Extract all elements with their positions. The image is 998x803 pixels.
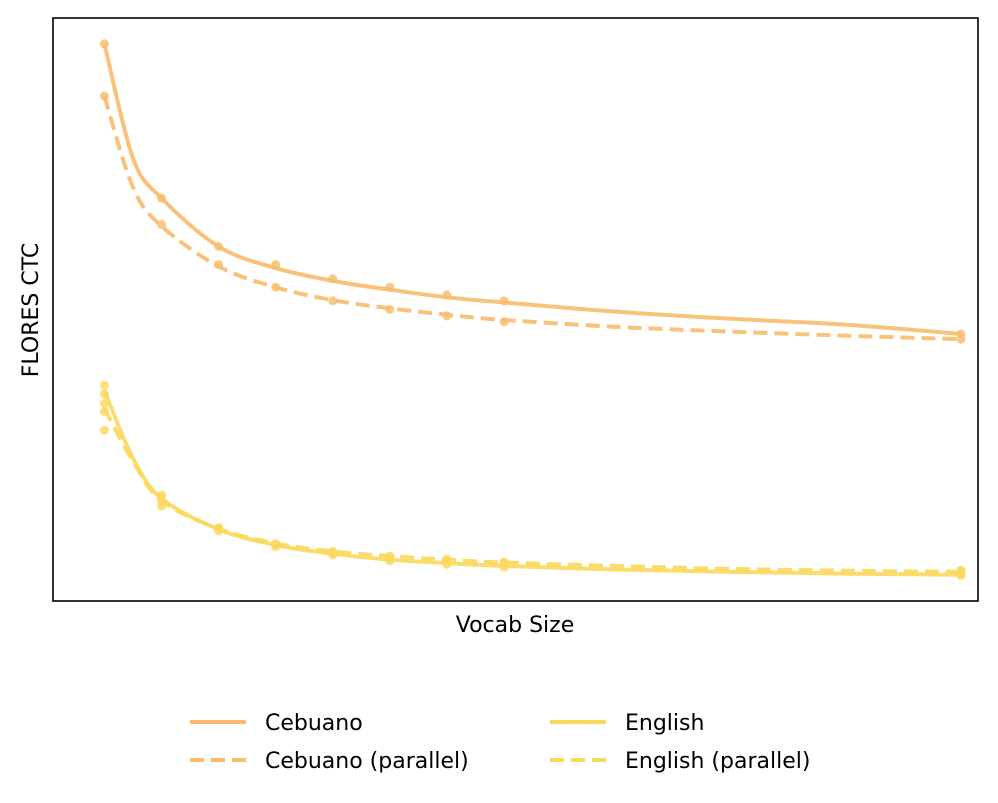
data-point — [271, 282, 281, 292]
legend: Cebuano Cebuano (parallel) English English … — [190, 711, 810, 774]
data-point — [385, 305, 395, 314]
plot-area — [52, 17, 979, 602]
data-point — [328, 274, 338, 284]
series-cebuano-parallel — [99, 91, 966, 344]
y-axis-label: FLORES CTC — [19, 243, 44, 377]
data-point — [99, 398, 109, 408]
data-point — [956, 569, 966, 579]
data-point — [99, 425, 109, 435]
data-point — [328, 296, 338, 306]
data-point — [157, 501, 166, 511]
legend-item-cebuano-parallel: Cebuano (parallel) — [190, 749, 469, 774]
data-point — [157, 219, 166, 229]
series-cebuano — [99, 39, 966, 339]
legend-label: English — [625, 711, 704, 736]
data-point — [214, 242, 224, 251]
legend-item-english-parallel: English (parallel) — [550, 749, 810, 774]
series-layer — [99, 39, 966, 580]
data-point — [271, 260, 281, 270]
series-line-english-parallel — [102, 407, 961, 574]
data-point — [157, 193, 166, 203]
data-point — [442, 290, 452, 300]
data-point — [99, 380, 109, 390]
x-axis-label: Vocab Size — [456, 613, 575, 638]
data-point — [99, 389, 109, 399]
legend-label: English (parallel) — [625, 749, 810, 774]
data-point — [956, 334, 966, 344]
data-point — [499, 317, 509, 327]
data-point — [499, 559, 509, 569]
data-point — [214, 260, 224, 270]
legend-item-english: English — [550, 711, 704, 736]
series-line-cebuano-parallel — [102, 95, 961, 342]
legend-label: Cebuano (parallel) — [265, 749, 469, 774]
data-point — [442, 311, 452, 321]
data-point — [157, 493, 166, 503]
data-point — [442, 554, 452, 564]
data-point — [214, 524, 224, 534]
data-point — [99, 39, 109, 49]
data-point — [271, 539, 281, 549]
data-point — [328, 546, 338, 556]
data-point — [99, 91, 109, 101]
legend-label: Cebuano — [265, 711, 363, 736]
data-point — [99, 407, 109, 416]
data-point — [499, 296, 509, 306]
legend-item-cebuano: Cebuano — [190, 711, 363, 736]
series-english-parallel — [99, 398, 966, 579]
data-point — [385, 282, 395, 292]
data-point — [385, 551, 395, 561]
